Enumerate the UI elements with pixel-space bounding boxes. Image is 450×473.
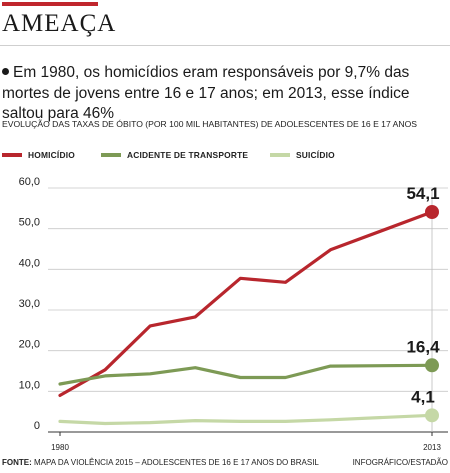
y-axis-labels: 0 10,0 20,0 30,0 40,0 50,0 60,0 [19,176,40,432]
y-tick-label: 30,0 [19,298,40,310]
legend-label-acidente: ACIDENTE DE TRANSPORTE [127,150,249,160]
x-tick-label: 2013 [423,443,441,452]
series-line-acidente [58,363,434,386]
source-label: FONTE: [2,458,32,467]
legend-label-homicidio: HOMICÍDIO [28,150,75,160]
end-labels: 54,1 16,4 4,1 [406,184,440,406]
source-text: MAPA DA VIOLÊNCIA 2015 – ADOLESCENTES DE… [34,458,319,467]
legend-swatch-suicidio [270,153,290,157]
title-accent-bar [2,2,98,6]
y-tick-label: 60,0 [19,176,40,188]
credit-text: INFOGRÁFICO/ESTADÃO [352,458,448,467]
legend-item-homicidio: HOMICÍDIO [2,150,75,160]
end-point-acidente [425,358,439,373]
x-tick-label: 1980 [51,443,69,452]
legend-item-acidente: ACIDENTE DE TRANSPORTE [101,150,248,160]
line-chart: 010,020,030,040,050,060,0 1980 2013 54,11… [19,176,448,452]
page-title: AMEAÇA [2,10,117,37]
x-axis: 1980 2013 [51,190,441,452]
lead-text: Em 1980, os homicídios eram responsáveis… [2,64,410,122]
legend-swatch-homicidio [2,153,22,157]
legend-swatch-acidente [101,153,121,157]
title-divider [0,45,450,46]
end-points [425,204,439,423]
legend-item-suicidio: SUICÍDIO [270,150,335,160]
end-label-homicidio: 54,1 [406,184,439,203]
y-tick-label: 20,0 [19,339,40,351]
bullet-icon [2,68,9,75]
end-point-suicidio [425,408,439,423]
y-tick-label: 50,0 [19,217,40,229]
lead-paragraph: Em 1980, os homicídios eram responsáveis… [2,63,448,125]
series-line-suicidio [58,413,434,426]
chart-subtitle: EVOLUÇÃO DAS TAXAS DE ÓBITO (POR 100 MIL… [2,119,418,129]
y-tick-label: 40,0 [19,257,40,269]
series-lines [58,210,434,426]
y-tick-label: 10,0 [19,379,40,391]
end-label-suicidio: 4,1 [411,387,435,406]
series-line-homicidio [58,210,434,397]
chart-legend: HOMICÍDIO ACIDENTE DE TRANSPORTE SUICÍDI… [2,150,448,166]
y-tick-label: 0 [34,420,40,432]
chart-footer: FONTE: MAPA DA VIOLÊNCIA 2015 – ADOLESCE… [2,458,448,467]
legend-label-suicidio: SUICÍDIO [296,150,335,160]
end-label-acidente: 16,4 [406,337,440,356]
end-point-homicidio [425,204,439,219]
chart-grid [48,187,448,433]
